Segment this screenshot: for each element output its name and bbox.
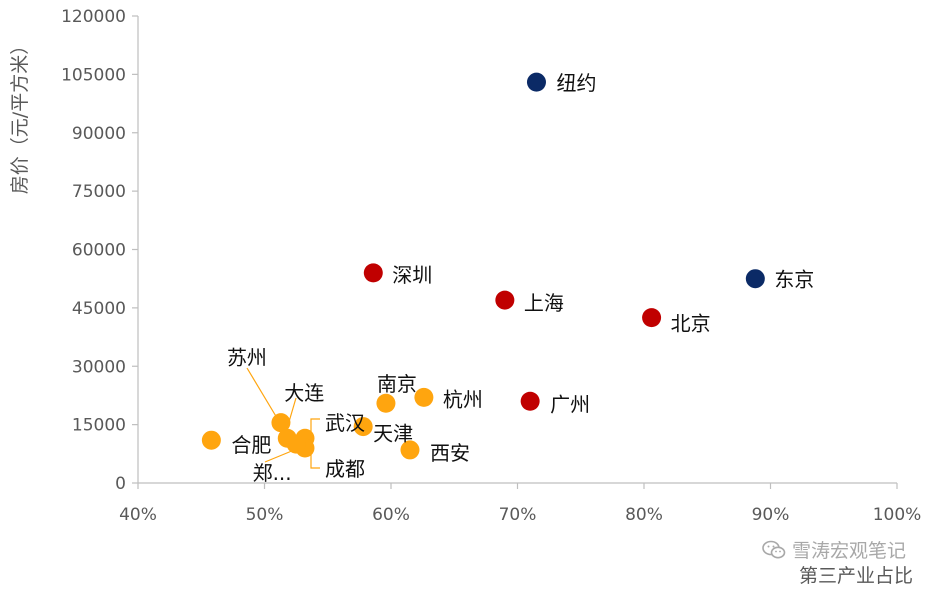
point-label: 成都 (325, 457, 365, 481)
x-tick-label: 70% (499, 505, 537, 525)
y-tick-label: 30000 (72, 357, 126, 377)
scatter-point (495, 290, 515, 310)
point-label: 西安 (430, 441, 470, 465)
axes: 0 15000 30000 45000 60000 75000 90000 105000 120… (61, 7, 921, 525)
point-label: 纽约 (556, 71, 596, 95)
point-label: 郑... (253, 461, 292, 485)
y-tick-label: 90000 (72, 124, 126, 144)
y-tick-label: 15000 (72, 416, 126, 436)
y-tick-label: 75000 (72, 182, 126, 202)
point-label: 北京 (671, 312, 711, 336)
x-tick-label: 90% (752, 505, 790, 525)
scatter-point (526, 72, 546, 92)
x-tick-label: 60% (372, 505, 410, 525)
scatter-point (520, 391, 540, 411)
point-label: 武汉 (325, 411, 365, 435)
point-label: 深圳 (392, 263, 432, 287)
y-tick-label: 45000 (72, 299, 126, 319)
leader-line (310, 455, 320, 469)
x-tick-label: 50% (246, 505, 284, 525)
watermark-text: 雪涛宏观笔记 (791, 540, 906, 562)
y-tick-label: 105000 (61, 65, 126, 85)
y-tick-label: 0 (115, 474, 126, 494)
scatter-point (363, 263, 383, 283)
y-tick-label: 60000 (72, 241, 126, 261)
x-tick-label: 100% (873, 505, 922, 525)
watermark: 雪涛宏观笔记 (762, 536, 906, 563)
point-label: 苏州 (227, 346, 267, 370)
wechat-icon (762, 540, 786, 558)
point-label: 天津 (373, 422, 413, 446)
point-label: 合肥 (231, 433, 271, 457)
scatter-point (414, 387, 434, 407)
scatter-point (642, 308, 662, 328)
scatter-point (201, 430, 221, 450)
scatter-point (353, 417, 373, 437)
x-tick-label: 40% (119, 505, 157, 525)
point-label: 东京 (774, 268, 814, 292)
scatter-point (400, 440, 420, 460)
point-label: 南京 (377, 372, 417, 396)
scatter-point (745, 269, 765, 289)
scatter-point (286, 434, 306, 454)
scatter-point (376, 393, 396, 413)
scatter-point (271, 413, 291, 433)
point-label: 广州 (550, 392, 590, 416)
y-axis-title: 房价（元/平方米） (9, 36, 31, 194)
leader-line (246, 367, 278, 419)
point-label: 上海 (524, 291, 564, 315)
x-tick-label: 80% (625, 505, 663, 525)
point-label: 杭州 (443, 387, 483, 411)
x-axis-title: 第三产业占比 (799, 565, 913, 587)
point-label: 大连 (284, 381, 324, 405)
y-tick-label: 120000 (61, 7, 126, 27)
data-points (201, 72, 765, 460)
